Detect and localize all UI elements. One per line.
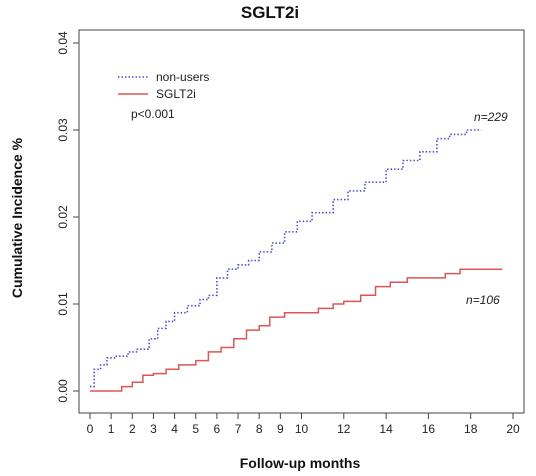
n-label-non-users: n=229 xyxy=(474,110,508,124)
plot-frame xyxy=(78,29,525,414)
x-tick-label: 18 xyxy=(464,422,478,436)
legend-label-non-users: non-users xyxy=(156,70,209,84)
p-value-label: p<0.001 xyxy=(131,107,175,121)
y-tick-label: 0.01 xyxy=(56,292,70,316)
x-tick-label: 7 xyxy=(235,422,242,436)
series-line-non-users xyxy=(90,129,482,388)
x-tick-label: 2 xyxy=(129,422,136,436)
x-tick-label: 6 xyxy=(214,422,221,436)
x-tick-label: 9 xyxy=(277,422,284,436)
x-tick-label: 4 xyxy=(171,422,178,436)
x-tick-label: 1 xyxy=(108,422,115,436)
series-layer xyxy=(90,129,503,392)
x-tick-label: 12 xyxy=(337,422,351,436)
x-axis-label: Follow-up months xyxy=(240,455,361,471)
legend: non-users SGLT2i xyxy=(118,70,209,101)
y-tick-label: 0.00 xyxy=(56,379,70,403)
x-tick-label: 0 xyxy=(87,422,94,436)
x-tick-label: 16 xyxy=(422,422,436,436)
x-tick-label: 10 xyxy=(295,422,309,436)
chart-title: SGLT2i xyxy=(241,3,299,22)
y-axis-label: Cumulative Incidence % xyxy=(9,137,25,298)
x-axis: 0 1 2 3 4 5 6 7 8 9 10 12 14 16 18 20 xyxy=(87,413,520,436)
x-tick-label: 8 xyxy=(256,422,263,436)
x-tick-label: 3 xyxy=(150,422,157,436)
n-label-sglt2i: n=106 xyxy=(466,293,500,307)
legend-label-sglt2i: SGLT2i xyxy=(156,87,196,101)
y-axis: 0.00 0.01 0.02 0.03 0.04 xyxy=(56,31,79,403)
series-line-sglt2i xyxy=(90,268,503,392)
x-tick-label: 14 xyxy=(379,422,393,436)
y-tick-label: 0.02 xyxy=(56,205,70,229)
x-tick-label: 20 xyxy=(506,422,520,436)
y-tick-label: 0.03 xyxy=(56,118,70,142)
y-tick-label: 0.04 xyxy=(56,31,70,55)
x-tick-label: 5 xyxy=(192,422,199,436)
